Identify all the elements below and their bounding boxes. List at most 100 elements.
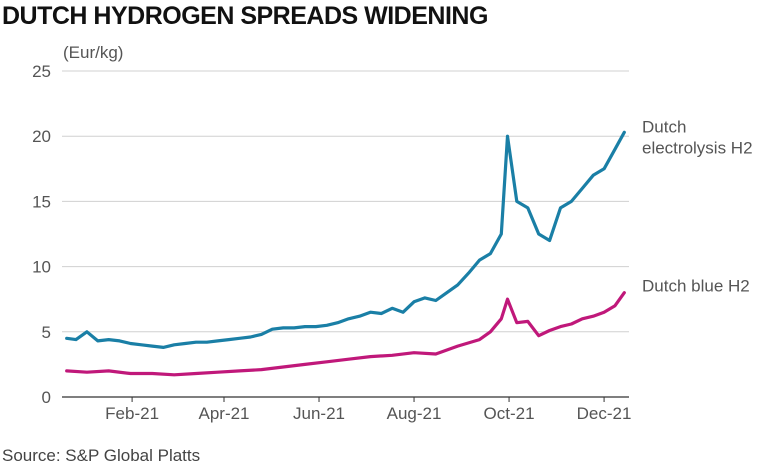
data-point bbox=[195, 372, 197, 375]
data-point bbox=[592, 315, 594, 318]
axes: 0 5 10 15 20 25 Feb-21 Apr-21 Jun-21 Aug-21 Oct-21… bbox=[32, 62, 631, 423]
data-point bbox=[282, 327, 285, 329]
data-point bbox=[206, 341, 208, 344]
data-point bbox=[478, 338, 481, 341]
data-point bbox=[140, 344, 143, 346]
data-point bbox=[304, 363, 306, 366]
data-point bbox=[86, 331, 88, 333]
y-tick-label: 25 bbox=[32, 62, 51, 81]
data-point bbox=[413, 351, 415, 354]
data-point bbox=[151, 372, 154, 375]
x-tick-label: Apr-21 bbox=[198, 404, 249, 423]
data-point bbox=[527, 207, 529, 209]
data-point bbox=[380, 312, 383, 315]
data-point bbox=[271, 328, 274, 331]
data-point bbox=[537, 233, 540, 235]
data-point bbox=[369, 355, 372, 358]
data-point bbox=[506, 298, 509, 301]
data-point bbox=[65, 370, 68, 372]
x-tick-label: Dec-21 bbox=[577, 404, 632, 423]
data-point bbox=[581, 318, 584, 320]
data-point bbox=[537, 334, 540, 337]
series-label-0: Dutch electrolysis H2 bbox=[642, 117, 753, 157]
data-point bbox=[173, 374, 175, 376]
data-point bbox=[162, 346, 165, 349]
data-point bbox=[500, 318, 503, 320]
data-point bbox=[516, 200, 518, 203]
data-point bbox=[217, 371, 219, 374]
data-point bbox=[238, 370, 241, 372]
data-point bbox=[293, 327, 295, 329]
data-point bbox=[65, 337, 68, 340]
data-point bbox=[358, 315, 361, 318]
data-point bbox=[559, 207, 562, 209]
data-point bbox=[195, 341, 197, 344]
x-tick-label: Aug-21 bbox=[387, 404, 442, 423]
y-tick-label: 5 bbox=[42, 323, 51, 342]
data-point bbox=[260, 333, 263, 336]
data-point bbox=[516, 321, 518, 324]
data-point bbox=[391, 307, 394, 310]
data-point bbox=[75, 338, 77, 341]
data-point bbox=[570, 323, 573, 325]
chart-title: DUTCH HYDROGEN SPREADS WIDENING bbox=[2, 2, 488, 30]
series-line-1 bbox=[65, 291, 626, 377]
data-point bbox=[500, 233, 503, 235]
data-point bbox=[336, 321, 339, 324]
y-tick-label: 10 bbox=[32, 258, 51, 277]
data-point bbox=[506, 135, 509, 137]
data-point bbox=[118, 340, 121, 342]
y-tick-label: 20 bbox=[32, 127, 51, 146]
data-point bbox=[614, 304, 616, 307]
data-point bbox=[347, 318, 350, 320]
data-point bbox=[282, 366, 285, 368]
data-point bbox=[151, 345, 154, 347]
data-point bbox=[581, 187, 584, 190]
data-point bbox=[326, 361, 328, 363]
data-point bbox=[548, 239, 551, 242]
data-point bbox=[402, 311, 404, 314]
data-point bbox=[456, 345, 459, 347]
data-point bbox=[347, 358, 350, 361]
data-point bbox=[413, 301, 415, 303]
data-point bbox=[446, 291, 448, 294]
data-point bbox=[315, 325, 317, 328]
x-tick-label: Oct-21 bbox=[484, 404, 535, 423]
data-point bbox=[304, 325, 306, 328]
data-point bbox=[435, 299, 437, 302]
data-point bbox=[527, 320, 529, 323]
data-point bbox=[623, 131, 626, 134]
series-labels: Dutch electrolysis H2 Dutch blue H2 bbox=[642, 117, 753, 295]
data-point bbox=[614, 148, 616, 150]
x-tick-label: Feb-21 bbox=[105, 404, 159, 423]
data-point bbox=[559, 325, 562, 328]
data-point bbox=[326, 324, 328, 327]
gridlines bbox=[62, 70, 629, 333]
y-tick-label: 15 bbox=[32, 192, 51, 211]
data-point bbox=[456, 284, 459, 286]
data-point bbox=[424, 297, 426, 299]
data-point bbox=[489, 331, 492, 333]
data-point bbox=[249, 336, 252, 338]
data-point bbox=[129, 342, 132, 345]
x-tick-label: Jun-21 bbox=[293, 404, 345, 423]
data-point bbox=[603, 168, 605, 170]
y-axis-unit-label: (Eur/kg) bbox=[63, 43, 123, 62]
data-point bbox=[548, 329, 551, 332]
source-note: Source: S&P Global Platts bbox=[2, 446, 201, 465]
data-point bbox=[478, 259, 481, 261]
data-point bbox=[391, 354, 394, 357]
data-point bbox=[623, 291, 626, 294]
y-tick-label: 0 bbox=[42, 388, 51, 407]
data-point bbox=[238, 337, 241, 340]
data-point bbox=[592, 174, 594, 177]
data-point bbox=[227, 338, 230, 341]
data-point bbox=[467, 272, 470, 274]
data-point bbox=[173, 344, 175, 346]
data-point bbox=[107, 338, 110, 341]
data-point bbox=[435, 353, 437, 355]
data-point bbox=[217, 340, 219, 342]
series-line-0 bbox=[65, 130, 626, 349]
data-point bbox=[184, 342, 186, 345]
